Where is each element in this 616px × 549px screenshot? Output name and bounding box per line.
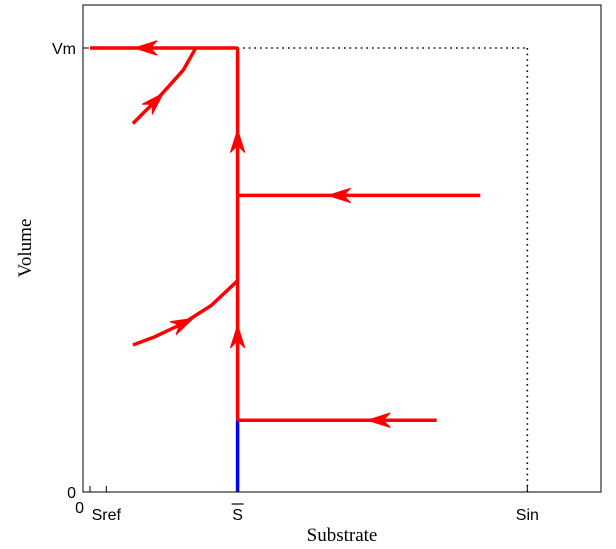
ticks-layer: 0 Sref S Sin 0 Vm — [52, 41, 539, 524]
x-tick-label-0: 0 — [75, 500, 84, 517]
series-6-arrow-0 — [134, 40, 158, 56]
reference-lines — [237, 47, 529, 492]
x-tick-label-3: Sin — [516, 507, 539, 524]
series-4-arrow-0 — [169, 317, 194, 335]
y-tick-label-1: Vm — [52, 41, 76, 58]
axis-frame — [82, 4, 602, 493]
series-3-arrow-0 — [327, 187, 351, 203]
series-line-4 — [132, 279, 239, 347]
series-1-arrow-1 — [230, 129, 246, 153]
series-line-5 — [131, 47, 198, 125]
series-layer — [90, 40, 481, 492]
y-tick-label-0: 0 — [67, 485, 76, 502]
series-1-arrow-0 — [230, 325, 246, 349]
plot-frame — [82, 4, 602, 493]
series-5-arrow-0 — [141, 92, 164, 115]
x-axis-label: Substrate — [307, 525, 378, 546]
series-2-arrow-0 — [367, 412, 391, 428]
x-tick-label-2: S — [232, 507, 243, 524]
x-tick-label-1: Sref — [92, 507, 122, 524]
y-axis-label: Volume — [15, 219, 36, 278]
